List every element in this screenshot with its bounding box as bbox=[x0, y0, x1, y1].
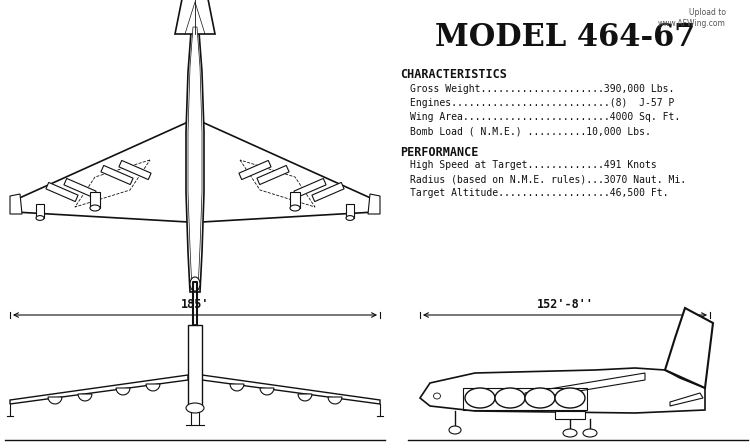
Text: Engines...........................(8)  J-57 P: Engines...........................(8) J-… bbox=[410, 98, 674, 108]
Polygon shape bbox=[10, 375, 188, 404]
Text: Target Altitude...................46,500 Ft.: Target Altitude...................46,500… bbox=[410, 188, 668, 198]
Polygon shape bbox=[257, 165, 289, 185]
Ellipse shape bbox=[186, 403, 204, 413]
Ellipse shape bbox=[290, 205, 300, 211]
Polygon shape bbox=[36, 204, 44, 218]
Polygon shape bbox=[10, 194, 22, 214]
Polygon shape bbox=[260, 388, 274, 395]
Polygon shape bbox=[346, 204, 354, 218]
Ellipse shape bbox=[555, 388, 585, 408]
Ellipse shape bbox=[36, 215, 44, 220]
Polygon shape bbox=[328, 397, 342, 404]
Text: 152'-8'': 152'-8'' bbox=[536, 298, 593, 311]
Text: Radius (based on N.M.E. rules)...3070 Naut. Mi.: Radius (based on N.M.E. rules)...3070 Na… bbox=[410, 174, 686, 184]
Text: Bomb Load ( N.M.E.) ..........10,000 Lbs.: Bomb Load ( N.M.E.) ..........10,000 Lbs… bbox=[410, 126, 651, 136]
Polygon shape bbox=[294, 178, 326, 198]
Text: CHARACTERISTICS: CHARACTERISTICS bbox=[400, 68, 507, 81]
Ellipse shape bbox=[90, 205, 100, 211]
Ellipse shape bbox=[495, 388, 525, 408]
Polygon shape bbox=[101, 165, 133, 185]
Text: Upload to
www.AFWing.com: Upload to www.AFWing.com bbox=[658, 8, 726, 28]
Polygon shape bbox=[78, 394, 92, 401]
Polygon shape bbox=[175, 0, 215, 34]
Polygon shape bbox=[420, 368, 705, 413]
Text: High Speed at Target.............491 Knots: High Speed at Target.............491 Kno… bbox=[410, 160, 657, 170]
Polygon shape bbox=[146, 384, 160, 391]
Polygon shape bbox=[312, 182, 344, 202]
Polygon shape bbox=[188, 27, 202, 290]
Ellipse shape bbox=[346, 215, 354, 220]
Polygon shape bbox=[202, 122, 375, 222]
Polygon shape bbox=[46, 182, 78, 202]
Bar bbox=[555, 411, 585, 419]
Polygon shape bbox=[239, 160, 271, 180]
Polygon shape bbox=[119, 160, 151, 180]
Polygon shape bbox=[90, 192, 100, 208]
Polygon shape bbox=[15, 122, 188, 222]
Text: 185': 185' bbox=[181, 298, 209, 311]
Polygon shape bbox=[298, 394, 312, 401]
Ellipse shape bbox=[433, 393, 440, 399]
Polygon shape bbox=[525, 373, 645, 400]
Polygon shape bbox=[186, 14, 204, 292]
Polygon shape bbox=[188, 325, 202, 405]
Ellipse shape bbox=[525, 388, 555, 408]
Polygon shape bbox=[670, 393, 703, 406]
Polygon shape bbox=[368, 194, 380, 214]
Text: PERFORMANCE: PERFORMANCE bbox=[400, 146, 478, 159]
Polygon shape bbox=[290, 192, 300, 208]
Polygon shape bbox=[665, 308, 713, 388]
Ellipse shape bbox=[583, 429, 597, 437]
Polygon shape bbox=[64, 178, 96, 198]
Polygon shape bbox=[48, 397, 62, 404]
Ellipse shape bbox=[190, 277, 200, 291]
Polygon shape bbox=[202, 375, 380, 404]
Text: Wing Area.........................4000 Sq. Ft.: Wing Area.........................4000 S… bbox=[410, 112, 680, 122]
Polygon shape bbox=[230, 384, 244, 391]
Text: MODEL 464-67: MODEL 464-67 bbox=[435, 22, 695, 53]
Polygon shape bbox=[116, 388, 130, 395]
Ellipse shape bbox=[563, 429, 577, 437]
Text: Gross Weight.....................390,000 Lbs.: Gross Weight.....................390,000… bbox=[410, 84, 674, 94]
Ellipse shape bbox=[465, 388, 495, 408]
Ellipse shape bbox=[449, 426, 461, 434]
